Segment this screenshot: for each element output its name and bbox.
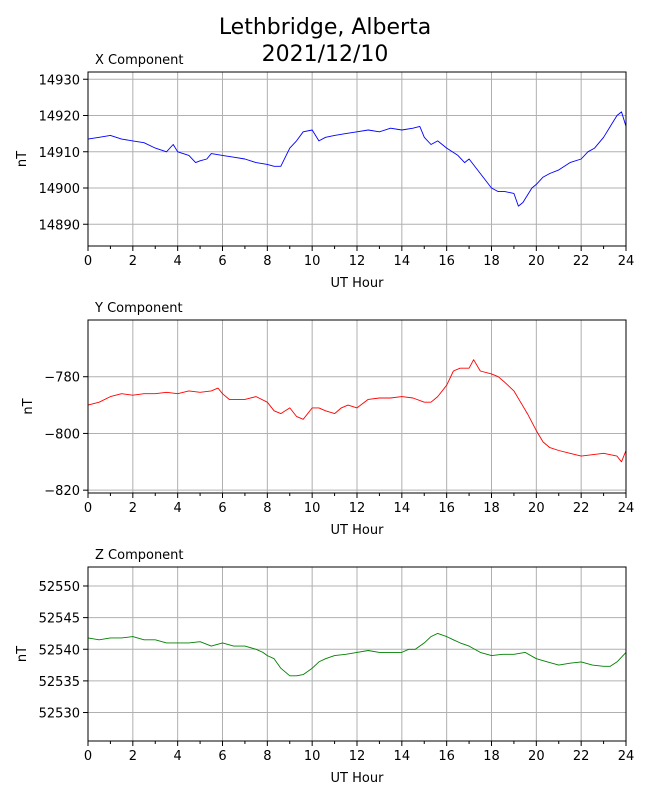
y-xtick-label: 22 [573, 501, 590, 516]
x-xtick-label: 0 [84, 254, 92, 269]
z-xtick-label: 12 [349, 749, 366, 764]
x-ytick-label: 14920 [39, 110, 80, 125]
x-series-line [87, 111, 627, 207]
x-xtick-label: 22 [573, 254, 590, 269]
z-xtick-label: 8 [263, 749, 271, 764]
z-ytick-label: 52545 [39, 612, 80, 627]
z-xtick-label: 4 [174, 749, 182, 764]
y-xtick-label: 2 [129, 501, 137, 516]
x-xtick-label: 2 [129, 254, 137, 269]
x-xtick-label: 6 [218, 254, 226, 269]
z-ytick-label: 52530 [39, 707, 80, 722]
x-xtick-label: 14 [394, 254, 411, 269]
z-panel-title: Z Component [95, 548, 184, 563]
y-xtick-label: 20 [528, 501, 545, 516]
y-xtick-label: 0 [84, 501, 92, 516]
z-xtick-label: 10 [304, 749, 321, 764]
x-ytick-label: 14910 [39, 146, 80, 161]
y-xaxis-label: UT Hour [331, 523, 385, 538]
x-xtick-label: 12 [349, 254, 366, 269]
y-xtick-label: 4 [174, 501, 182, 516]
z-series-line [87, 632, 627, 677]
z-component-panel: 0 2 4 6 8 10 12 14 16 18 20 22 245253052535525405254… [15, 548, 634, 786]
x-xtick-label: 10 [304, 254, 321, 269]
x-xtick-label: 20 [528, 254, 545, 269]
y-xtick-label: 14 [394, 501, 411, 516]
x-ytick-label: 14930 [39, 73, 80, 88]
z-ytick-label: 52550 [39, 580, 80, 595]
y-ytick-label: −800 [44, 427, 80, 442]
z-xtick-label: 6 [218, 749, 226, 764]
y-xtick-label: 16 [438, 501, 455, 516]
y-xtick-label: 10 [304, 501, 321, 516]
y-panel-title: Y Component [94, 301, 183, 316]
z-xtick-label: 20 [528, 749, 545, 764]
y-xtick-label: 6 [218, 501, 226, 516]
y-xtick-label: 24 [618, 501, 635, 516]
x-ytick-label: 14900 [39, 182, 80, 197]
y-ytick-label: −780 [44, 371, 80, 386]
z-ytick-label: 52535 [39, 675, 80, 690]
z-xtick-label: 22 [573, 749, 590, 764]
z-xtick-label: 14 [394, 749, 411, 764]
y-xtick-label: 8 [263, 501, 271, 516]
z-xtick-label: 0 [84, 749, 92, 764]
y-series-line [87, 359, 627, 463]
z-xtick-label: 18 [483, 749, 500, 764]
z-xtick-label: 16 [438, 749, 455, 764]
z-xaxis-label: UT Hour [331, 771, 385, 786]
x-ytick-label: 14890 [39, 218, 80, 233]
y-xtick-label: 12 [349, 501, 366, 516]
y-xtick-label: 18 [483, 501, 500, 516]
z-xtick-label: 24 [618, 749, 635, 764]
x-xtick-label: 8 [263, 254, 271, 269]
z-yaxis-label: nT [15, 646, 30, 662]
x-component-panel: 0 2 4 6 8 10 12 14 16 18 20 22 241489014900149101492… [15, 53, 634, 291]
z-ytick-label: 52540 [39, 643, 80, 658]
x-xtick-label: 16 [438, 254, 455, 269]
x-panel-title: X Component [95, 53, 184, 68]
y-yaxis-label: nT [21, 398, 36, 414]
figure-title: Lethbridge, Alberta [219, 15, 431, 40]
z-xtick-label: 2 [129, 749, 137, 764]
x-xtick-label: 18 [483, 254, 500, 269]
y-ytick-label: −820 [44, 484, 80, 499]
x-xtick-label: 24 [618, 254, 635, 269]
figure-date: 2021/12/10 [262, 42, 389, 67]
x-xtick-label: 4 [174, 254, 182, 269]
x-yaxis-label: nT [15, 151, 30, 167]
x-xaxis-label: UT Hour [331, 276, 385, 291]
